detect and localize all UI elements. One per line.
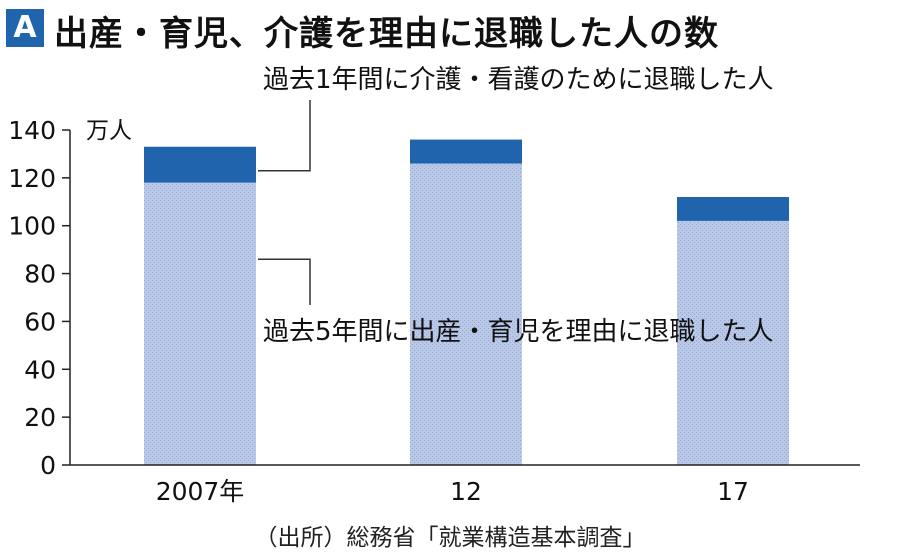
bar-segment-childcare bbox=[410, 163, 522, 465]
y-tick-label: 140 bbox=[8, 116, 56, 145]
x-tick-label: 2007年 bbox=[156, 477, 245, 506]
y-tick-label: 40 bbox=[24, 355, 56, 384]
annotation-care: 過去1年間に介護・看護のために退職した人 bbox=[263, 65, 774, 95]
x-tick-label: 17 bbox=[717, 477, 749, 506]
y-tick-label: 20 bbox=[24, 403, 56, 432]
y-tick-label: 120 bbox=[8, 164, 56, 193]
y-tick-label: 60 bbox=[24, 307, 56, 336]
bar-segment-care bbox=[410, 139, 522, 164]
y-tick-label: 0 bbox=[40, 451, 56, 480]
chart-header: A 出産・育児、介護を理由に退職した人の数 bbox=[0, 0, 900, 56]
bar-segment-childcare bbox=[144, 182, 256, 465]
bar-segment-childcare bbox=[677, 220, 789, 465]
annotation-childcare: 過去5年間に出産・育児を理由に退職した人 bbox=[263, 317, 774, 347]
source-note: （出所）総務省「就業構造基本調査」 bbox=[254, 525, 646, 551]
y-tick-label: 100 bbox=[8, 212, 56, 241]
bar-segment-care bbox=[677, 197, 789, 221]
y-axis-unit: 万人 bbox=[86, 118, 132, 144]
annotation-leader-childcare bbox=[258, 258, 311, 305]
x-tick-label: 12 bbox=[450, 477, 482, 506]
stacked-bar-chart: 0 20 40 60 80 100 120 140 万人 2007年 12 17 過去1年間に介護・看護… bbox=[8, 65, 860, 506]
annotation-leader-care bbox=[258, 100, 311, 172]
bar-segment-care bbox=[144, 146, 256, 183]
chart-title: 出産・育児、介護を理由に退職した人の数 bbox=[54, 14, 719, 54]
figure-badge: A bbox=[6, 9, 44, 47]
y-tick-label: 80 bbox=[24, 260, 56, 289]
